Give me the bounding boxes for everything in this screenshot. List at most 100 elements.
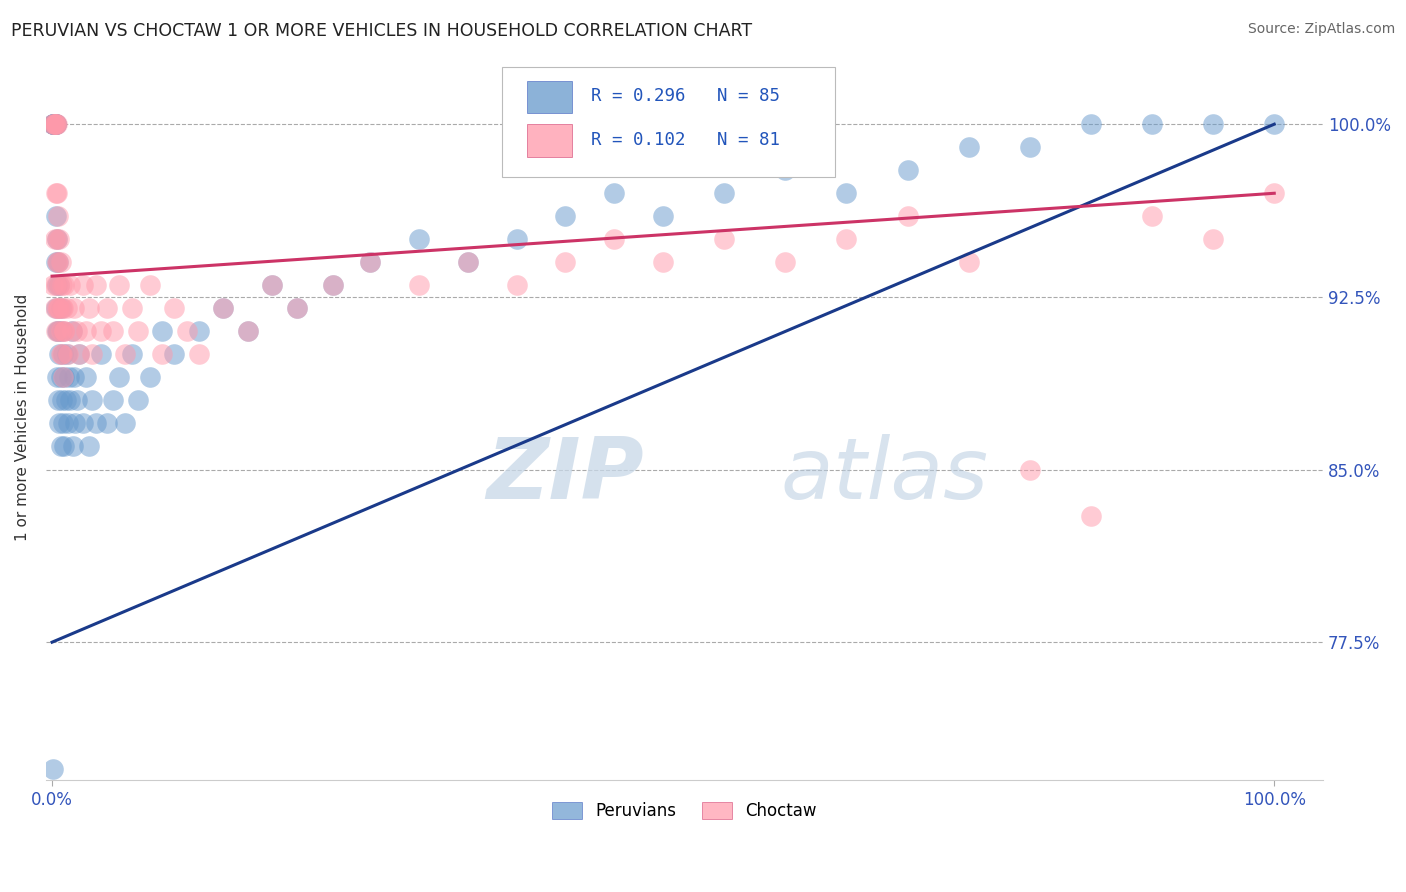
Point <box>60 325 83 339</box>
Point <box>51 325 73 339</box>
Point <box>51 393 73 408</box>
Point <box>236 325 259 339</box>
Point <box>82 393 104 408</box>
Point <box>603 232 626 246</box>
Y-axis label: 1 or more Vehicles in Household: 1 or more Vehicles in Household <box>15 294 30 541</box>
Point <box>45 117 67 131</box>
Point <box>49 370 72 384</box>
Point <box>46 232 69 246</box>
Point <box>236 325 259 339</box>
Point <box>46 301 69 316</box>
Point <box>121 347 143 361</box>
Point <box>957 255 980 269</box>
Point <box>44 117 66 131</box>
Point <box>1140 209 1163 223</box>
Point <box>713 232 735 246</box>
Point <box>45 255 67 269</box>
Point <box>46 255 69 269</box>
Point <box>554 209 576 223</box>
Point <box>652 255 675 269</box>
Bar <box>527 124 572 157</box>
Point <box>46 232 69 246</box>
Point <box>96 417 118 431</box>
Point <box>46 325 69 339</box>
Point <box>359 255 381 269</box>
Point <box>103 325 125 339</box>
Point <box>835 186 858 201</box>
Point <box>1263 186 1285 201</box>
Point <box>49 325 72 339</box>
Point <box>63 370 86 384</box>
Point <box>1080 117 1102 131</box>
Point <box>44 117 66 131</box>
Point <box>75 325 97 339</box>
Point <box>49 255 72 269</box>
Point <box>957 140 980 154</box>
Point <box>45 117 67 131</box>
Text: PERUVIAN VS CHOCTAW 1 OR MORE VEHICLES IN HOUSEHOLD CORRELATION CHART: PERUVIAN VS CHOCTAW 1 OR MORE VEHICLES I… <box>11 22 752 40</box>
Point <box>55 393 77 408</box>
Point <box>67 347 90 361</box>
Point <box>77 440 100 454</box>
Point <box>65 325 87 339</box>
Point <box>53 325 76 339</box>
Point <box>49 440 72 454</box>
Point <box>285 301 308 316</box>
Point <box>212 301 235 316</box>
Point <box>139 370 162 384</box>
Point <box>652 209 675 223</box>
Point <box>90 325 112 339</box>
Point <box>75 370 97 384</box>
Point <box>44 117 66 131</box>
Point <box>45 325 67 339</box>
Point <box>114 347 136 361</box>
Point <box>359 255 381 269</box>
Point <box>84 278 107 293</box>
Point <box>44 301 66 316</box>
Point <box>46 325 69 339</box>
Point <box>103 393 125 408</box>
Point <box>51 301 73 316</box>
Point <box>45 186 67 201</box>
Point <box>42 117 65 131</box>
Point <box>62 440 84 454</box>
Point <box>150 347 173 361</box>
Point <box>60 325 83 339</box>
Point <box>44 117 66 131</box>
Point <box>46 255 69 269</box>
Point <box>45 117 67 131</box>
Text: Source: ZipAtlas.com: Source: ZipAtlas.com <box>1247 22 1395 37</box>
Point <box>408 232 430 246</box>
FancyBboxPatch shape <box>502 68 835 177</box>
Point <box>285 301 308 316</box>
Point <box>1202 232 1225 246</box>
Point <box>127 325 149 339</box>
Point <box>835 232 858 246</box>
Point <box>52 370 75 384</box>
Point <box>59 278 82 293</box>
Point <box>505 278 527 293</box>
Point <box>108 370 131 384</box>
Point <box>46 209 69 223</box>
Point <box>1080 508 1102 523</box>
Point <box>187 347 209 361</box>
Point <box>65 393 87 408</box>
Point <box>52 347 75 361</box>
Point <box>52 301 75 316</box>
Point <box>775 163 797 178</box>
Point <box>42 117 65 131</box>
Point <box>53 325 76 339</box>
Point <box>53 370 76 384</box>
Point <box>45 209 67 223</box>
Point <box>51 347 73 361</box>
Point <box>322 278 344 293</box>
Point <box>46 393 69 408</box>
Point <box>67 347 90 361</box>
Point <box>65 417 87 431</box>
Point <box>58 370 80 384</box>
Point <box>163 347 186 361</box>
Point <box>1140 117 1163 131</box>
Point <box>139 278 162 293</box>
Point <box>42 117 65 131</box>
Point <box>48 232 70 246</box>
